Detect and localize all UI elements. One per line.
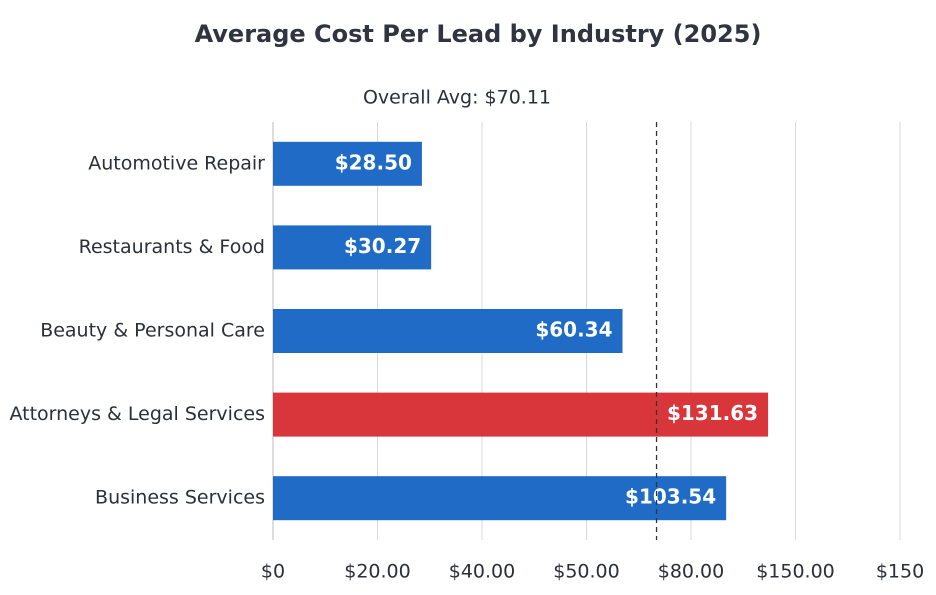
x-tick-label: $150: [876, 561, 924, 583]
x-tick-label: $20.00: [344, 561, 410, 583]
bar: [273, 476, 727, 521]
x-tick-label: $40.00: [449, 561, 515, 583]
x-tick-label: $150.00: [756, 561, 835, 583]
y-tick-label: Attorneys & Legal Services: [9, 403, 265, 425]
value-label: $30.27: [344, 234, 421, 258]
bar: [273, 225, 432, 270]
x-tick-label: $50.00: [553, 561, 619, 583]
y-tick-label: Beauty & Personal Care: [40, 320, 265, 342]
value-label: $103.54: [625, 485, 716, 509]
value-label: $131.63: [667, 401, 758, 425]
value-label: $28.50: [335, 150, 412, 174]
reference-label: Overall Avg: $70.11: [363, 87, 551, 109]
bar: [273, 141, 422, 186]
x-tick-label: $0: [261, 561, 285, 583]
bar: [273, 309, 623, 353]
bar: [273, 392, 769, 437]
chart-title: Average Cost Per Lead by Industry (2025): [195, 20, 762, 48]
y-tick-label: Restaurants & Food: [79, 236, 265, 258]
x-tick-label: $80.00: [658, 561, 724, 583]
y-tick-label: Automotive Repair: [88, 152, 265, 174]
y-tick-label: Business Services: [95, 487, 265, 509]
value-label: $60.34: [535, 318, 612, 342]
